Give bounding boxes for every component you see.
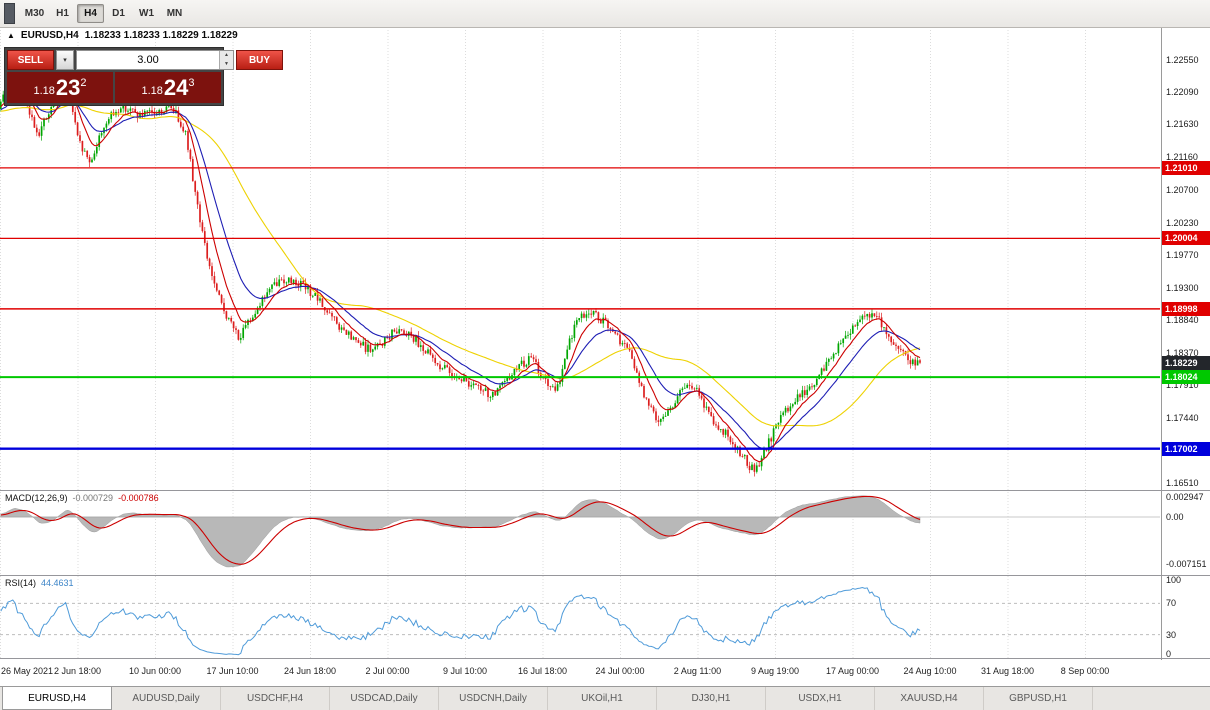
rsi-scale-label: 100 <box>1166 575 1182 585</box>
price-scale[interactable]: 1.22550 1.22090 1.21630 1.21160 1.20700 1.202… <box>1161 28 1210 660</box>
price-chart-canvas[interactable] <box>0 28 1161 686</box>
time-axis-label: 2 Jul 00:00 <box>365 666 410 676</box>
buy-price-sup: 3 <box>188 76 195 89</box>
pane-splitter-rsi[interactable] <box>0 575 1210 576</box>
macd-signal-value: -0.000786 <box>118 493 159 503</box>
timeframe-button-h1[interactable]: H1 <box>49 4 76 23</box>
volume-field: ▲ ▼ <box>76 50 234 70</box>
one-click-toggle-icon[interactable]: ▲ <box>7 31 15 40</box>
price-scale-label: 1.19770 <box>1166 249 1199 260</box>
chart-tab-dj30-h1[interactable]: DJ30,H1 <box>657 687 766 710</box>
volume-decrement-button[interactable]: ▼ <box>220 60 233 69</box>
pane-splitter-macd[interactable] <box>0 490 1210 491</box>
chart-tab-xauusd-h4[interactable]: XAUUSD,H4 <box>875 687 984 710</box>
time-axis-label: 9 Jul 10:00 <box>442 666 488 676</box>
rsi-label: RSI(14) 44.4631 <box>5 578 74 588</box>
time-axis-label: 16 Jul 18:00 <box>517 666 568 676</box>
price-scale-label: 1.21160 <box>1166 152 1198 163</box>
rsi-scale-label: 0 <box>1166 649 1172 659</box>
timeframe-button-w1[interactable]: W1 <box>133 4 160 23</box>
price-scale-label: 1.20700 <box>1166 184 1199 195</box>
chart-tab-usdcad-daily[interactable]: USDCAD,Daily <box>330 687 439 710</box>
one-click-trading-panel: SELL ▾ ▲ ▼ BUY 1.18 23 2 1.1 <box>4 47 283 106</box>
macd-scale-label: 0.00 <box>1166 512 1184 522</box>
time-axis-label: 24 Jun 18:00 <box>283 666 337 676</box>
time-axis-label: 26 May 2021 <box>1 666 54 676</box>
chart-tab-usdx-h1[interactable]: USDX,H1 <box>766 687 875 710</box>
timeframe-button-h4[interactable]: H4 <box>77 4 104 23</box>
sell-price-sup: 2 <box>80 76 87 89</box>
time-axis-label: 2 Aug 11:00 <box>673 666 722 676</box>
volume-increment-button[interactable]: ▲ <box>220 51 233 60</box>
macd-scale-label: 0.002947 <box>1166 492 1204 502</box>
volume-input[interactable] <box>77 51 219 69</box>
level-price-badge: 1.18024 <box>1162 370 1210 384</box>
quote-ohlc: 1.18233 1.18233 1.18229 1.18229 <box>84 30 238 41</box>
level-price-badge: 1.20004 <box>1162 231 1210 245</box>
sell-price-prefix: 1.18 <box>33 84 55 97</box>
timeframe-button-d1[interactable]: D1 <box>105 4 132 23</box>
chart-tab-eurusd-h4[interactable]: EURUSD,H4 <box>2 687 112 710</box>
time-axis-label: 9 Aug 19:00 <box>750 666 800 676</box>
time-axis-label: 24 Jul 00:00 <box>595 666 645 676</box>
volume-stepper: ▲ ▼ <box>219 51 233 69</box>
price-scale-label: 1.16510 <box>1166 478 1199 489</box>
chart-tab-gbpusd-h1[interactable]: GBPUSD,H1 <box>984 687 1093 710</box>
level-price-badge: 1.17002 <box>1162 442 1210 456</box>
time-axis-label: 17 Jun 10:00 <box>206 666 259 676</box>
rsi-scale-label: 30 <box>1166 629 1177 640</box>
price-scale-label: 1.22550 <box>1166 55 1199 65</box>
quote-symbol: EURUSD,H4 <box>20 30 79 41</box>
quote-header: ▲ EURUSD,H4 1.18233 1.18233 1.18229 1.18… <box>7 30 238 41</box>
buy-button[interactable]: BUY <box>236 50 283 70</box>
buy-price-prefix: 1.18 <box>141 84 163 97</box>
sell-price-big: 23 <box>55 74 81 100</box>
macd-scale-label: -0.007151 <box>1166 559 1207 569</box>
price-scale-label: 1.20230 <box>1166 217 1199 228</box>
level-price-badge: 1.21010 <box>1162 161 1210 175</box>
chart-tab-audusd-daily[interactable]: AUDUSD,Daily <box>112 687 221 710</box>
chart-tab-usdchf-h4[interactable]: USDCHF,H4 <box>221 687 330 710</box>
price-scale-label: 1.22090 <box>1166 87 1199 98</box>
sell-button[interactable]: SELL <box>7 50 54 70</box>
time-axis-label: 31 Aug 18:00 <box>980 666 1035 676</box>
macd-title: MACD(12,26,9) <box>5 493 68 503</box>
price-scale-label: 1.21630 <box>1166 119 1199 130</box>
chart-tab-ukoil-h1[interactable]: UKOil,H1 <box>548 687 657 710</box>
chart-tab-usdcnh-daily[interactable]: USDCNH,Daily <box>439 687 548 710</box>
timeframe-toolbar: M30 H1 H4 D1 W1 MN <box>0 0 1210 28</box>
price-scale-label: 1.19300 <box>1166 282 1199 293</box>
price-scale-label: 1.18840 <box>1166 314 1199 325</box>
clipped-toolbar-button[interactable] <box>4 3 15 24</box>
rsi-scale-label: 70 <box>1166 598 1177 609</box>
current-price-badge: 1.18229 <box>1162 356 1210 370</box>
time-axis-label: 8 Sep 00:00 <box>1060 666 1110 676</box>
macd-label: MACD(12,26,9) -0.000729 -0.000786 <box>5 493 159 503</box>
price-scale-label: 1.17910 <box>1166 380 1199 391</box>
buy-price-box[interactable]: 1.18 24 3 <box>115 72 221 103</box>
chart-tabs-bar: EURUSD,H4 AUDUSD,Daily USDCHF,H4 USDCAD,Dai… <box>0 686 1210 710</box>
time-axis[interactable]: 26 May 2021 2 Jun 18:00 10 Jun 00:00 17 Jun… <box>0 661 1161 686</box>
time-axis-label: 17 Aug 00:00 <box>825 666 880 676</box>
timeframe-buttons: M30 H1 H4 D1 W1 MN <box>21 4 188 23</box>
sell-price-box[interactable]: 1.18 23 2 <box>7 72 113 103</box>
buy-price-big: 24 <box>163 74 189 100</box>
timeframe-button-m30[interactable]: M30 <box>21 4 48 23</box>
timeframe-button-mn[interactable]: MN <box>161 4 188 23</box>
price-scale-label: 1.18370 <box>1166 347 1199 358</box>
time-axis-divider <box>0 658 1210 659</box>
price-scale-label: 1.17440 <box>1166 413 1199 424</box>
volume-dropdown-button[interactable]: ▾ <box>56 50 74 70</box>
time-axis-label: 10 Jun 00:00 <box>128 666 182 676</box>
macd-main-value: -0.000729 <box>72 493 114 503</box>
rsi-value: 44.4631 <box>41 578 74 588</box>
time-axis-label: 2 Jun 18:00 <box>53 666 102 676</box>
chart-area[interactable]: ▲ EURUSD,H4 1.18233 1.18233 1.18229 1.18… <box>0 28 1210 686</box>
rsi-title: RSI(14) <box>5 578 37 588</box>
time-axis-label: 24 Aug 10:00 <box>903 666 957 676</box>
level-price-badge: 1.18998 <box>1162 302 1210 316</box>
